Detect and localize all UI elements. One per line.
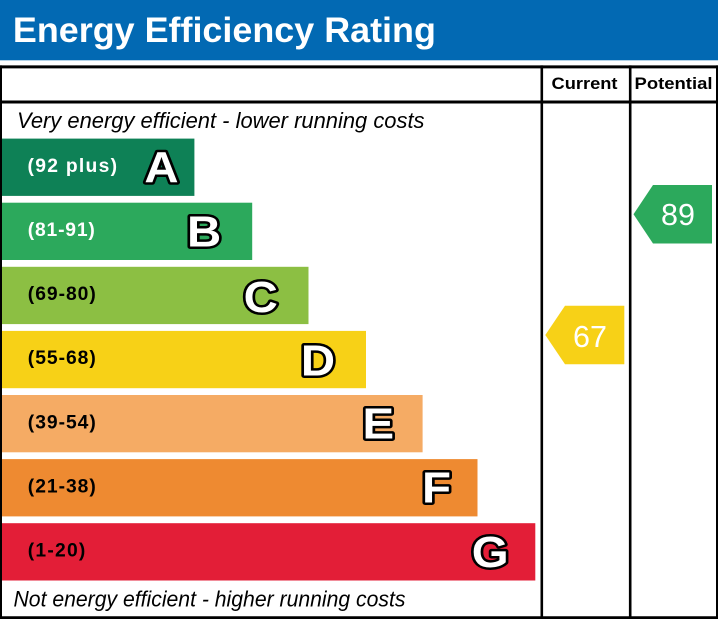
svg-text:Energy Efficiency Rating: Energy Efficiency Rating <box>13 10 436 50</box>
svg-text:Not energy efficient - higher: Not energy efficient - higher running co… <box>14 586 406 611</box>
svg-text:89: 89 <box>661 198 695 232</box>
svg-text:67: 67 <box>573 320 607 354</box>
svg-text:A: A <box>144 144 178 192</box>
svg-text:(69-80): (69-80) <box>28 284 96 305</box>
svg-text:(39-54): (39-54) <box>28 412 96 433</box>
svg-text:Current: Current <box>552 74 619 93</box>
svg-text:Potential: Potential <box>635 74 713 93</box>
svg-text:(1-20): (1-20) <box>28 541 86 562</box>
svg-text:Very energy efficient - lower: Very energy efficient - lower running co… <box>17 108 425 133</box>
svg-text:D: D <box>301 338 335 386</box>
svg-text:G: G <box>472 529 509 577</box>
svg-text:(55-68): (55-68) <box>28 348 96 369</box>
svg-text:(92 plus): (92 plus) <box>28 156 118 177</box>
svg-text:F: F <box>422 465 451 513</box>
svg-text:B: B <box>187 208 221 256</box>
svg-text:(81-91): (81-91) <box>28 220 95 241</box>
svg-text:(21-38): (21-38) <box>28 476 96 497</box>
svg-text:C: C <box>244 274 278 322</box>
svg-text:E: E <box>363 401 395 449</box>
